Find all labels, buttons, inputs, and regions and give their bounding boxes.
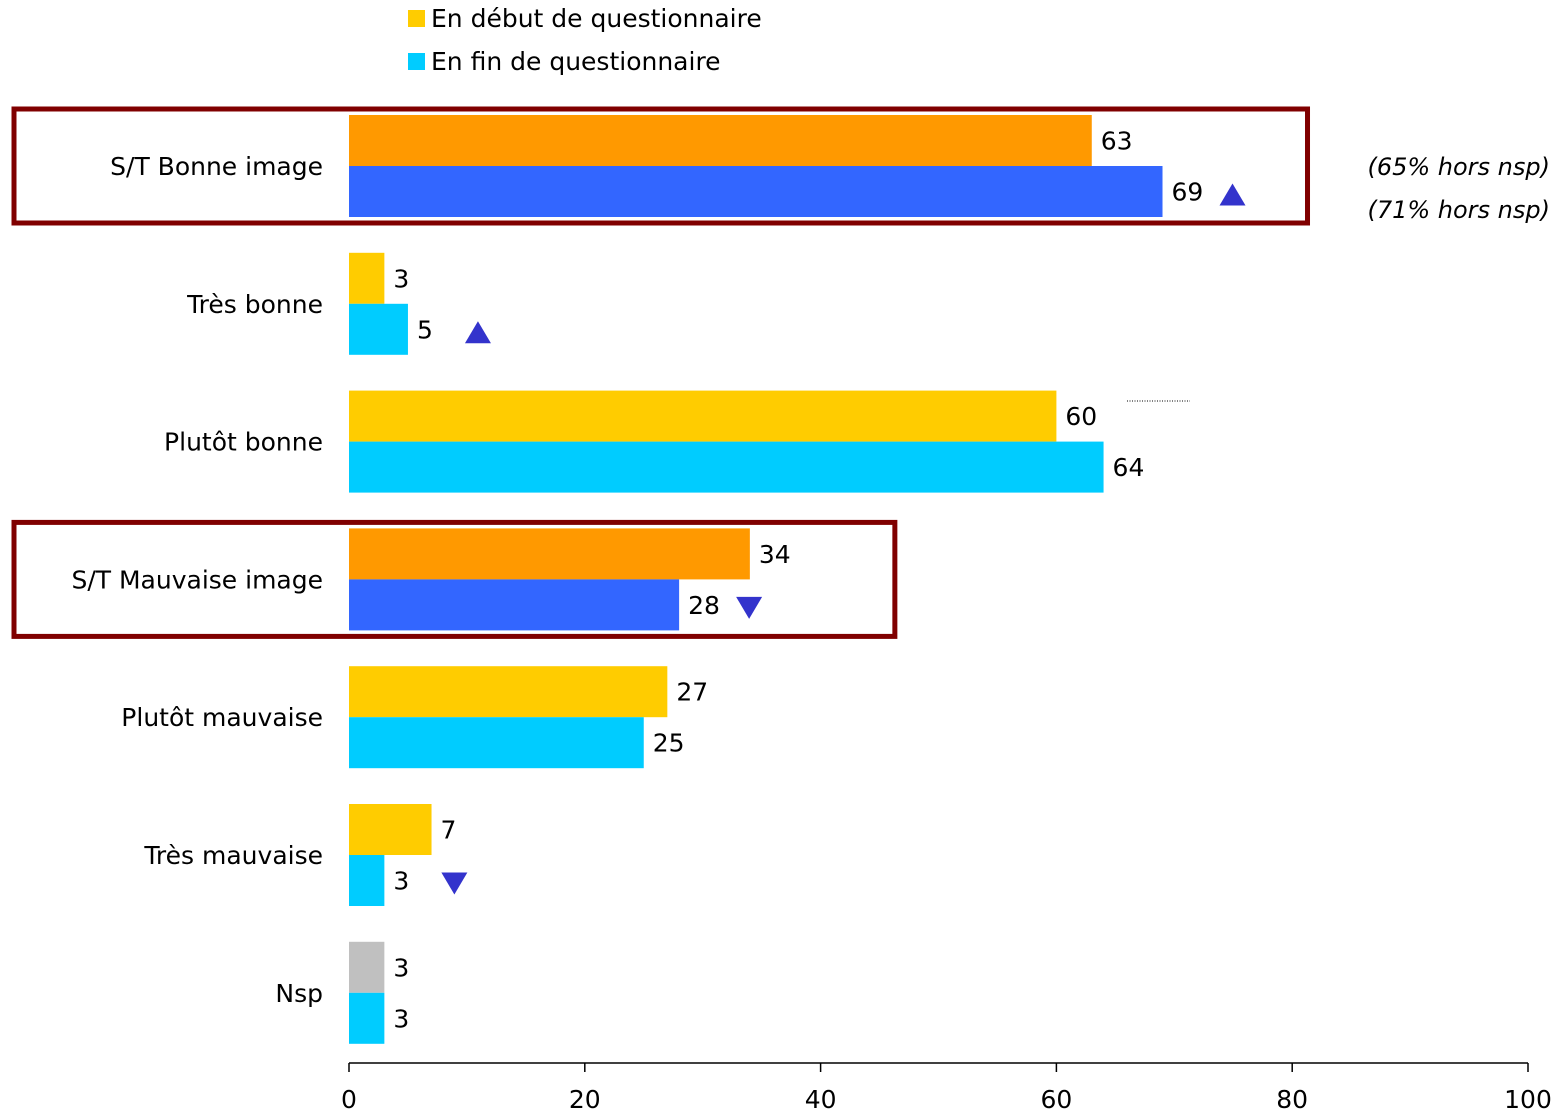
x-tick-label-0: 0 bbox=[341, 1085, 357, 1113]
value-label-s-t-mauvaise-image-end: 28 bbox=[688, 591, 720, 620]
trend-up-icon-s-t-bonne-image bbox=[1219, 183, 1246, 206]
legend-swatch-end bbox=[408, 53, 425, 70]
category-label-tres-mauvaise: Très mauvaise bbox=[143, 841, 323, 870]
highlight-frame-s-t-bonne-image bbox=[11, 106, 1311, 226]
category-label-nsp: Nsp bbox=[275, 979, 323, 1008]
bar-tres-mauvaise-start bbox=[349, 804, 432, 855]
trend-down-icon-tres-mauvaise bbox=[441, 872, 468, 895]
legend-item-start: En début de questionnaire bbox=[408, 4, 762, 33]
category-label-plutot-bonne: Plutôt bonne bbox=[164, 428, 323, 457]
value-label-plutot-mauvaise-end: 25 bbox=[653, 729, 685, 758]
annotation-start: (65% hors nsp) bbox=[1367, 153, 1550, 181]
value-label-plutot-bonne-start: 60 bbox=[1065, 402, 1097, 431]
value-label-tres-bonne-start: 3 bbox=[393, 264, 409, 293]
category-label-s-t-mauvaise-image: S/T Mauvaise image bbox=[71, 565, 323, 594]
x-tick-label-40: 40 bbox=[805, 1085, 837, 1113]
value-label-s-t-bonne-image-start: 63 bbox=[1101, 127, 1133, 156]
bar-s-t-bonne-image-start bbox=[349, 115, 1092, 166]
legend-item-end: En fin de questionnaire bbox=[408, 47, 721, 76]
bar-plutot-bonne-start bbox=[349, 390, 1057, 442]
x-tick-label-60: 60 bbox=[1040, 1085, 1072, 1113]
value-label-tres-mauvaise-start: 7 bbox=[441, 816, 457, 845]
x-tick-label-20: 20 bbox=[569, 1085, 601, 1113]
trend-up-icon-tres-bonne bbox=[464, 321, 491, 344]
value-label-tres-bonne-end: 5 bbox=[417, 315, 433, 344]
value-label-tres-mauvaise-end: 3 bbox=[393, 867, 409, 896]
x-tick-label-80: 80 bbox=[1276, 1085, 1308, 1113]
bar-nsp-start bbox=[349, 941, 385, 993]
value-label-plutot-mauvaise-start: 27 bbox=[676, 678, 708, 707]
bar-plutot-bonne-end bbox=[349, 441, 1104, 493]
annotation-end: (71% hors nsp) bbox=[1367, 196, 1550, 224]
x-tick-label-100: 100 bbox=[1504, 1085, 1552, 1113]
bar-tres-bonne-start bbox=[349, 252, 385, 304]
bar-tres-bonne-end bbox=[349, 303, 408, 355]
bar-nsp-end bbox=[349, 992, 385, 1044]
value-label-nsp-start: 3 bbox=[393, 953, 409, 982]
value-label-plutot-bonne-end: 64 bbox=[1113, 453, 1145, 482]
value-label-nsp-end: 3 bbox=[393, 1004, 409, 1033]
bar-s-t-mauvaise-image-end bbox=[349, 579, 680, 631]
category-label-plutot-mauvaise: Plutôt mauvaise bbox=[121, 703, 323, 732]
bar-s-t-mauvaise-image-start bbox=[349, 528, 750, 580]
legend-label-end: En fin de questionnaire bbox=[431, 47, 721, 76]
value-label-s-t-bonne-image-end: 69 bbox=[1172, 178, 1204, 207]
trend-down-icon-s-t-mauvaise-image bbox=[736, 596, 763, 619]
bar-s-t-bonne-image-end bbox=[349, 166, 1163, 217]
legend-swatch-start bbox=[408, 10, 425, 27]
value-label-s-t-mauvaise-image-start: 34 bbox=[759, 540, 791, 569]
highlight-frame-s-t-mauvaise-image bbox=[11, 519, 898, 639]
category-label-s-t-bonne-image: S/T Bonne image bbox=[110, 152, 323, 181]
bar-tres-mauvaise-end bbox=[349, 855, 385, 906]
bar-plutot-mauvaise-end bbox=[349, 717, 644, 769]
category-label-tres-bonne: Très bonne bbox=[186, 290, 323, 319]
bar-plutot-mauvaise-start bbox=[349, 666, 668, 718]
legend-label-start: En début de questionnaire bbox=[431, 4, 762, 33]
